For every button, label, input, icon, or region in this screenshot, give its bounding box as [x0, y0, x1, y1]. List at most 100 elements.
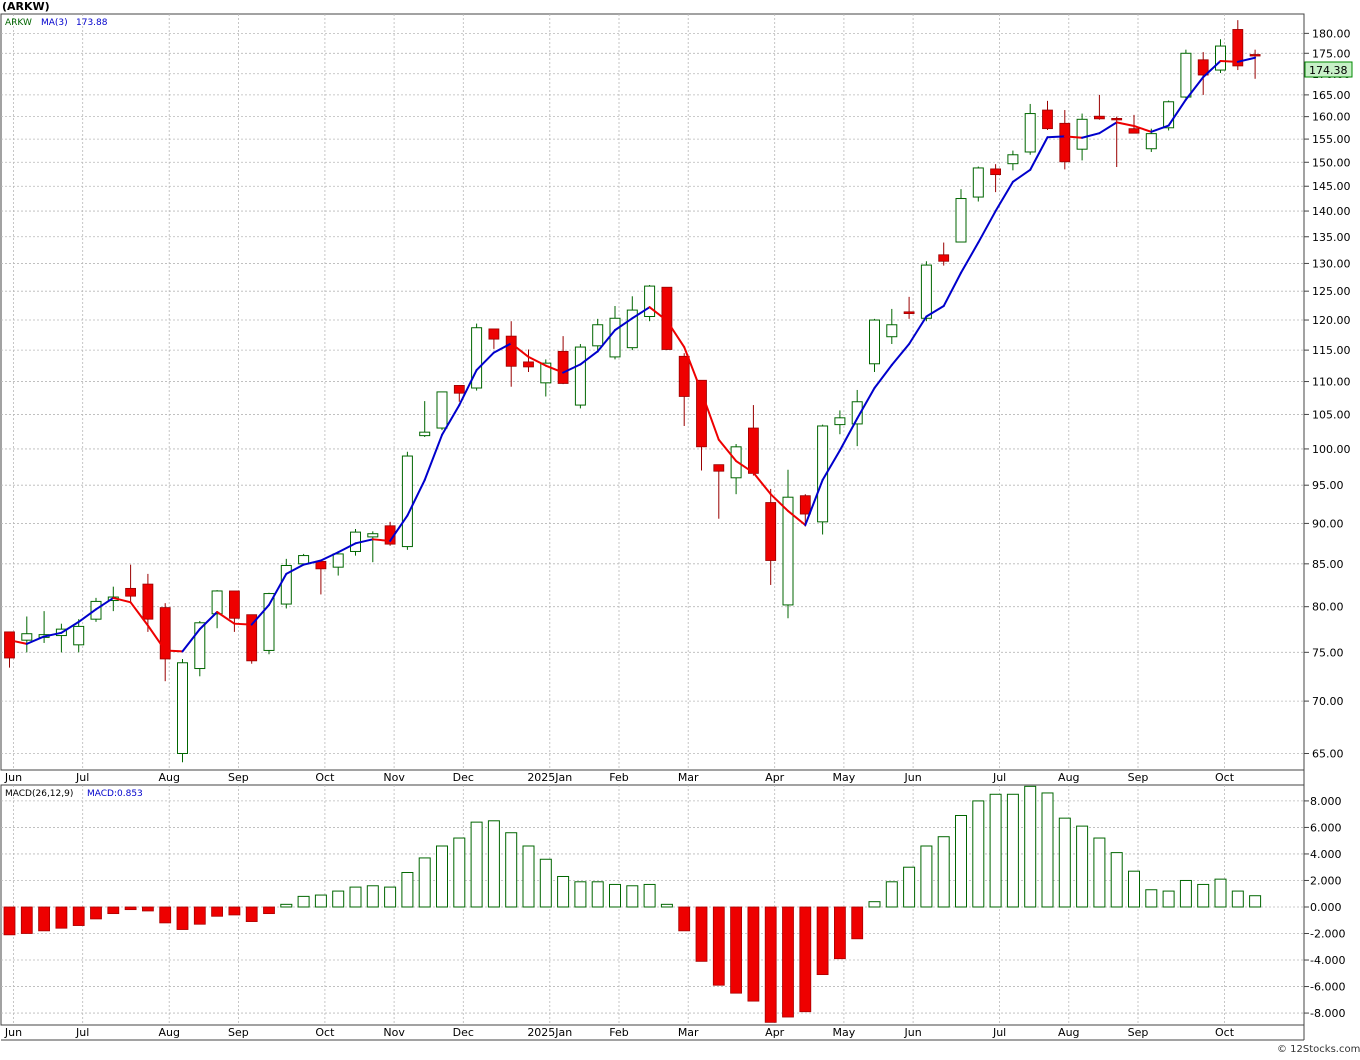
candle-body-down: [1128, 128, 1140, 134]
candle-body-up: [332, 553, 344, 568]
legend-ma-label: MA(3): [41, 18, 68, 28]
macd-bar-positive: [505, 832, 518, 908]
macd-month-label: Apr: [765, 1026, 785, 1039]
candle-body-down: [1232, 29, 1244, 67]
macd-bar-negative: [816, 906, 829, 976]
macd-bar-positive: [436, 845, 448, 908]
price-month-label: Nov: [383, 771, 405, 784]
ma3-segment: [562, 363, 582, 374]
macd-bar-negative: [678, 906, 691, 932]
macd-month-label: May: [833, 1026, 856, 1039]
macd-bar-negative: [90, 906, 102, 920]
macd-bar-positive: [470, 821, 483, 908]
ma3-segment: [838, 417, 859, 452]
ma3-segment: [164, 649, 184, 653]
ma3-segment: [354, 538, 374, 545]
macd-bar-positive: [1041, 792, 1054, 908]
macd-bar-negative: [695, 906, 708, 962]
ma3-segment: [337, 542, 357, 554]
macd-bar-positive: [972, 800, 985, 908]
macd-bar-positive: [418, 857, 431, 908]
price-tick-label: 75.00: [1312, 646, 1344, 659]
macd-legend-value: MACD:0.853: [87, 789, 143, 799]
candle-body-up: [592, 324, 604, 347]
macd-bar-positive: [1231, 890, 1244, 908]
candle-body-down: [713, 464, 725, 472]
price-month-label: Aug: [158, 771, 179, 784]
macd-bar-negative: [799, 906, 812, 1013]
macd-bar-negative: [3, 906, 16, 936]
price-tick-label: 165.00: [1312, 89, 1351, 102]
candle-body-up: [177, 662, 188, 754]
ma3-segment: [942, 271, 962, 308]
macd-bar-positive: [453, 837, 466, 908]
macd-bar-negative: [747, 906, 760, 1002]
macd-month-label: Aug: [158, 1026, 179, 1039]
macd-bar-positive: [280, 903, 293, 908]
macd-tick-label: 8.000: [1310, 795, 1342, 808]
macd-bar-negative: [834, 906, 846, 960]
price-month-label: Jul: [992, 771, 1006, 784]
candle-body-down: [488, 328, 500, 340]
macd-bar-positive: [920, 845, 933, 908]
price-tick-label: 160.00: [1312, 111, 1351, 124]
ma3-segment: [492, 342, 513, 354]
ma3-segment: [1029, 136, 1049, 171]
macd-bar-positive: [366, 885, 379, 908]
macd-month-label: Sep: [1128, 1026, 1149, 1039]
ma3-segment: [960, 241, 980, 274]
macd-bar-positive: [401, 872, 414, 908]
candle-body-down: [903, 311, 915, 314]
macd-bar-negative: [72, 906, 85, 926]
candle-body-down: [1197, 59, 1209, 76]
candle-body-down: [228, 590, 240, 619]
candle-body-up: [869, 319, 880, 365]
macd-bar-positive: [522, 845, 535, 908]
candle-body-up: [972, 167, 984, 198]
candle-body-up: [21, 633, 33, 641]
macd-bar-positive: [1197, 883, 1210, 908]
ma3-segment: [319, 551, 340, 562]
price-month-label: Jul: [75, 771, 89, 784]
macd-bar-negative: [141, 906, 154, 912]
price-tick-label: 105.00: [1312, 408, 1351, 421]
macd-bar-negative: [107, 906, 120, 915]
macd-bar-negative: [20, 906, 33, 934]
ma3-segment: [1115, 121, 1135, 127]
ma3-segment: [544, 364, 565, 374]
macd-bar-positive: [1179, 879, 1192, 908]
ma3-segment: [1133, 124, 1153, 133]
macd-bar-positive: [574, 881, 587, 908]
macd-bar-positive: [885, 881, 898, 908]
candle-body-up: [609, 317, 621, 358]
macd-bar-positive: [539, 858, 552, 908]
ma3-segment: [787, 509, 807, 526]
ma3-segment: [371, 538, 392, 542]
candle-body-up: [851, 401, 863, 425]
price-month-label: Jun: [904, 771, 922, 784]
ma3-segment: [268, 572, 288, 606]
candle-body-up: [194, 622, 206, 670]
macd-month-label: Oct: [315, 1026, 335, 1039]
macd-bar-positive: [1145, 889, 1158, 908]
macd-bar-negative: [193, 906, 206, 925]
macd-bar-negative: [228, 906, 241, 916]
ma3-segment: [700, 390, 720, 441]
candle-body-up: [886, 324, 898, 338]
ma3-segment: [510, 342, 530, 358]
ma3-segment: [1011, 168, 1032, 183]
price-month-label: Apr: [765, 771, 785, 784]
macd-tick-label: -4.000: [1310, 954, 1345, 967]
macd-bar-positive: [1058, 817, 1071, 908]
macd-bar-negative: [245, 906, 258, 922]
ma3-segment: [752, 471, 772, 496]
ma3-segment: [596, 329, 616, 353]
price-tick-label: 125.00: [1312, 285, 1351, 298]
candle-body-down: [661, 286, 673, 350]
price-tick-label: 175.00: [1312, 47, 1351, 60]
ma3-segment: [873, 364, 893, 390]
macd-bar-positive: [349, 886, 362, 908]
candle-body-down: [125, 587, 136, 597]
price-tick-label: 95.00: [1312, 479, 1344, 492]
